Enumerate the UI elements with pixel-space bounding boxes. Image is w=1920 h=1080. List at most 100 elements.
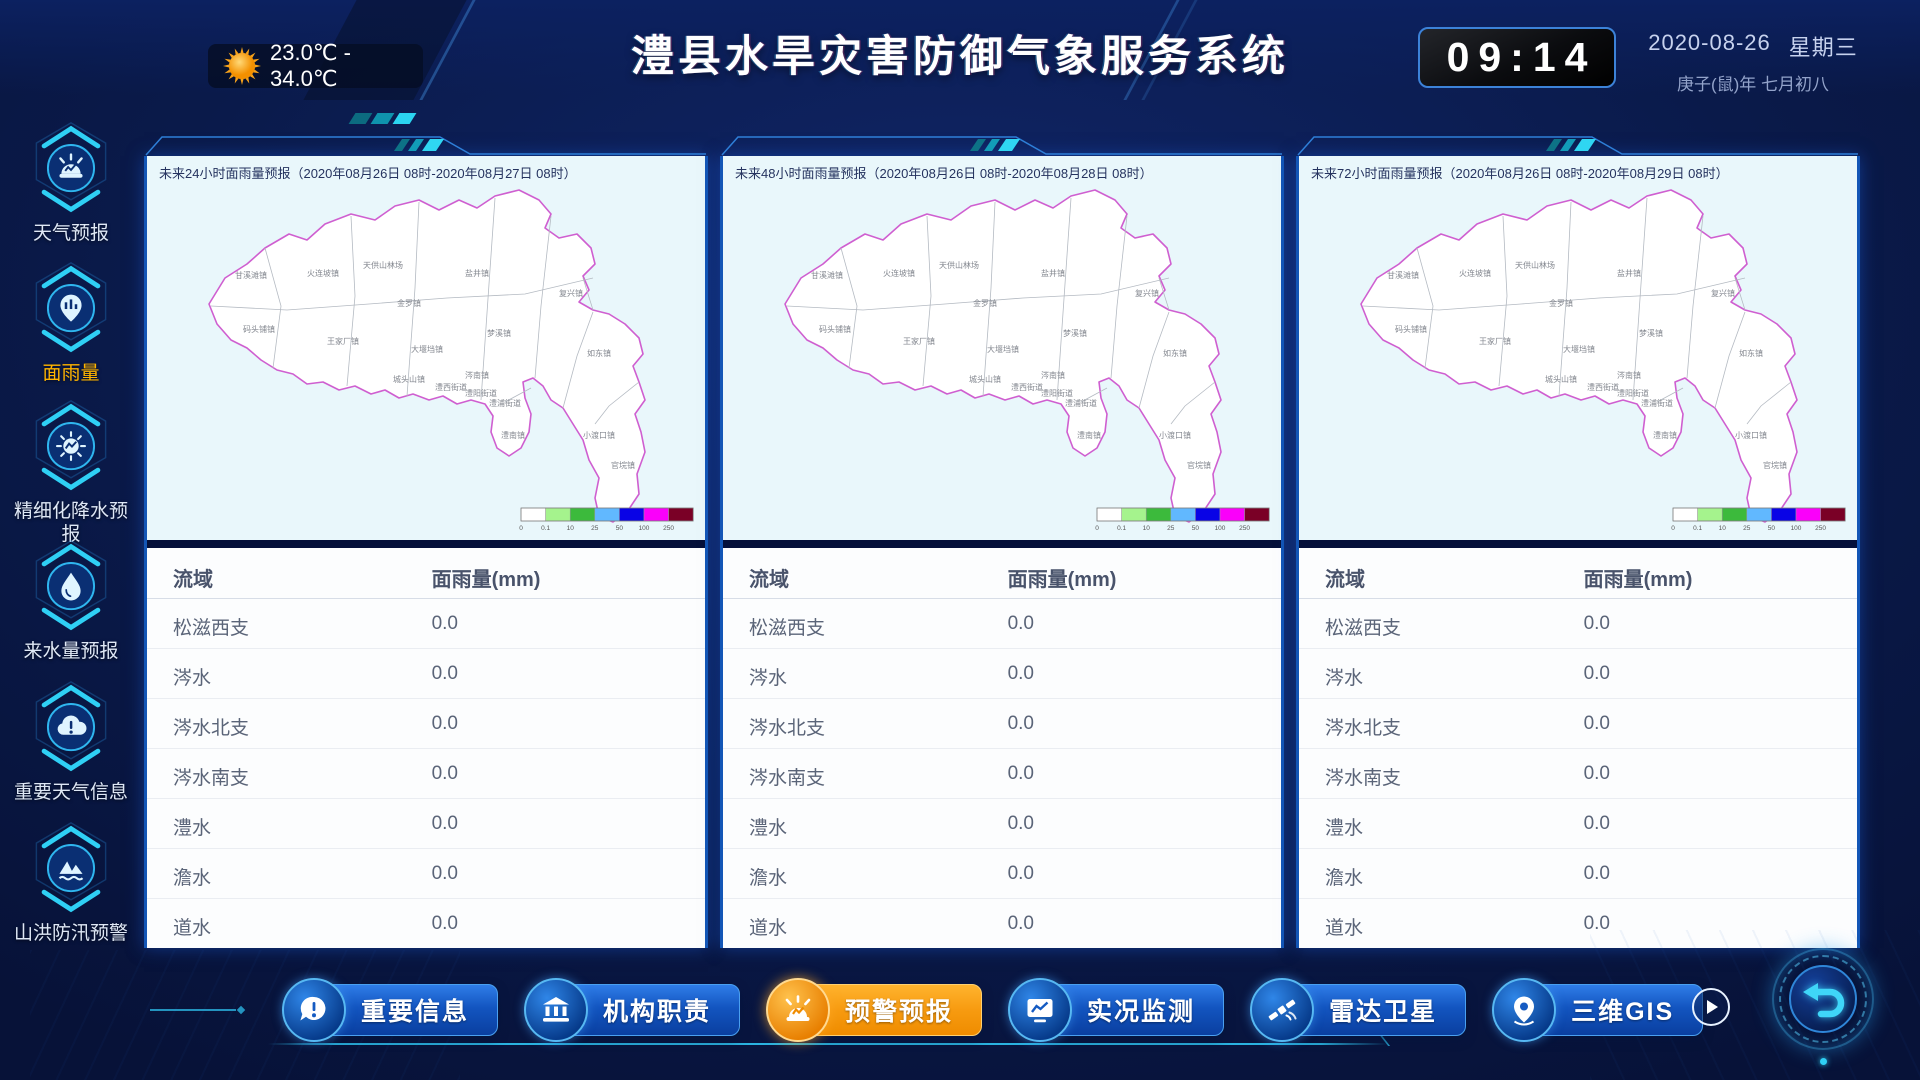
svg-text:0.1: 0.1 [1693,525,1702,532]
svg-text:10: 10 [567,525,575,532]
sidebar-item-label: 重要天气信息 [13,782,128,803]
rainfall-legend: 0 0.1 10 25 50 100 250 [519,507,694,532]
basin-name: 涔水南支 [1325,768,1402,789]
date-block: 2020-08-26 星期三 庚子(鼠)年 七月初八 [1638,30,1868,95]
rainfall-value: 0.0 [1583,913,1610,934]
svg-text:50: 50 [616,525,624,532]
svg-text:涔南镇: 涔南镇 [465,370,489,380]
svg-text:250: 250 [663,525,674,532]
svg-text:澧西街道: 澧西街道 [1587,382,1619,392]
sidebar-item-4[interactable]: 来水量预报 [0,538,142,663]
table-row: 松滋西支 0.0 [723,599,1281,649]
table-row: 涔水北支 0.0 [723,699,1281,749]
basin-name: 澧水 [749,818,788,839]
rainfall-value: 0.0 [431,913,458,934]
svg-text:甘溪滩镇: 甘溪滩镇 [811,270,843,280]
rainfall-map: 未来24小时面雨量预报（2020年08月26日 08时-2020年08月27日 … [147,156,705,540]
rainfall-value: 0.0 [1007,913,1034,934]
svg-text:0: 0 [1095,525,1099,532]
rainfall-legend: 0 0.1 10 25 50 100 250 [1095,507,1270,532]
table-row: 澹水 0.0 [147,849,705,899]
svg-text:梦溪镇: 梦溪镇 [487,328,511,338]
nav-button-6[interactable]: 三维GIS [1492,978,1704,1042]
play-button[interactable] [1692,988,1730,1026]
svg-text:10: 10 [1719,525,1727,532]
panel-gap [723,540,1281,548]
table-row: 涔水 0.0 [147,649,705,699]
nav-button-label: 机构职责 [603,998,712,1026]
svg-text:250: 250 [1815,525,1826,532]
sidebar-item-label: 来水量预报 [23,641,119,662]
nav-button-label: 雷达卫星 [1329,998,1438,1026]
svg-text:王家厂镇: 王家厂镇 [903,336,935,346]
sidebar-item-6[interactable]: 山洪防汛预警 [0,820,142,945]
svg-text:25: 25 [591,525,599,532]
basin-rainfall-table: 流域 面雨量(mm) 松滋西支 0.0 涔水 0.0 涔水北支 0.0 涔水南支… [1299,548,1857,948]
rainfall-value: 0.0 [431,713,458,734]
basin-rainfall-table: 流域 面雨量(mm) 松滋西支 0.0 涔水 0.0 涔水北支 0.0 涔水南支… [147,548,705,948]
table-row: 澧水 0.0 [1299,799,1857,849]
table-header: 流域 面雨量(mm) [1299,548,1857,599]
svg-text:澧阳街道: 澧阳街道 [465,388,497,398]
sidebar-item-1[interactable]: 天气预报 [0,120,142,245]
svg-text:0: 0 [1671,525,1675,532]
sidebar-item-3[interactable]: 精细化降水预报 [0,398,142,546]
nav-button-1[interactable]: 重要信息 [282,978,499,1042]
info-bubble-icon [298,994,330,1026]
svg-text:澧西街道: 澧西街道 [1011,382,1043,392]
svg-text:澧浦街道: 澧浦街道 [1065,398,1097,408]
basin-name: 道水 [173,918,212,939]
water-drop-icon [61,572,81,601]
back-arrow-icon [1803,983,1845,1018]
table-row: 涔水 0.0 [1299,649,1857,699]
nav-button-5[interactable]: 雷达卫星 [1250,978,1467,1042]
table-row: 澹水 0.0 [723,849,1281,899]
svg-text:码头铺镇: 码头铺镇 [819,324,851,334]
nav-button-2[interactable]: 机构职责 [524,978,741,1042]
nav-button-label: 实况监测 [1087,998,1196,1026]
back-button[interactable] [1772,948,1874,1050]
table-row: 涔水北支 0.0 [1299,699,1857,749]
rainfall-value: 0.0 [1583,813,1610,834]
svg-text:码头铺镇: 码头铺镇 [243,324,275,334]
svg-text:大堰垱镇: 大堰垱镇 [1563,344,1595,354]
rainfall-map: 未来48小时面雨量预报（2020年08月26日 08时-2020年08月28日 … [723,156,1281,540]
svg-text:金罗镇: 金罗镇 [973,298,997,308]
nav-button-4[interactable]: 实况监测 [1008,978,1225,1042]
sidebar: 天气预报 面雨量 精细化降水预报 来水量预报 [0,100,142,980]
teal-slash-decoration [348,113,417,124]
basin-rainfall-table: 流域 面雨量(mm) 松滋西支 0.0 涔水 0.0 涔水北支 0.0 涔水南支… [723,548,1281,948]
svg-text:涔南镇: 涔南镇 [1041,370,1065,380]
svg-text:澧浦街道: 澧浦街道 [489,398,521,408]
nav-button-3[interactable]: 预警预报 [766,978,983,1042]
table-row: 道水 0.0 [723,899,1281,948]
map-title: 未来24小时面雨量预报（2020年08月26日 08时-2020年08月27日 … [159,166,577,181]
basin-name: 道水 [1325,918,1364,939]
svg-text:甘溪滩镇: 甘溪滩镇 [1387,270,1419,280]
basin-name: 涔水北支 [749,718,826,739]
svg-text:100: 100 [1791,525,1802,532]
basin-name: 道水 [749,918,788,939]
nav-button-label: 重要信息 [361,998,470,1026]
monitor-chart-icon [1024,994,1056,1026]
sidebar-item-5[interactable]: 重要天气信息 [0,679,142,804]
panel-top-decoration [721,136,1282,156]
sidebar-item-2[interactable]: 面雨量 [0,260,142,385]
rainfall-value: 0.0 [431,813,458,834]
bottom-line-decoration [150,1009,236,1011]
nav-button-label: 预警预报 [845,998,954,1026]
svg-text:盐井镇: 盐井镇 [1617,268,1641,278]
panel-top-decoration [145,136,706,156]
svg-text:0.1: 0.1 [541,525,550,532]
svg-text:金罗镇: 金罗镇 [1549,298,1573,308]
digital-clock: 09:14 [1418,27,1616,88]
svg-text:澧阳街道: 澧阳街道 [1041,388,1073,398]
rainfall-value: 0.0 [1007,713,1034,734]
rainfall-legend: 0 0.1 10 25 50 100 250 [1671,507,1846,532]
basin-name: 松滋西支 [749,618,826,639]
svg-text:100: 100 [1215,525,1226,532]
svg-text:火连坡镇: 火连坡镇 [883,268,915,278]
svg-text:涔南镇: 涔南镇 [1617,370,1641,380]
